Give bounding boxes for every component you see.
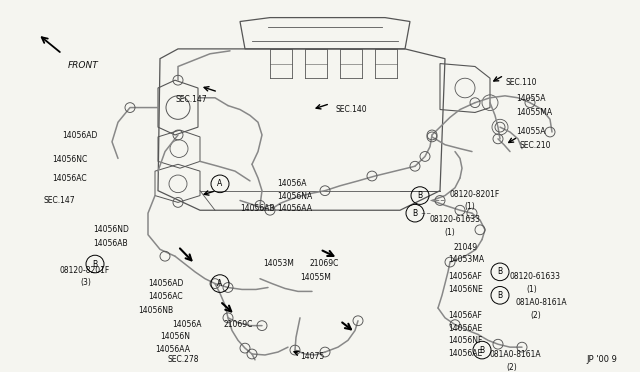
Text: 14075: 14075 <box>300 352 324 361</box>
Text: 14056A: 14056A <box>277 179 307 188</box>
Text: 14055MA: 14055MA <box>516 108 552 116</box>
Text: 21049: 21049 <box>454 243 478 251</box>
Text: 14056AA: 14056AA <box>277 204 312 214</box>
Text: 081A0-8161A: 081A0-8161A <box>490 350 541 359</box>
Text: B: B <box>497 291 502 300</box>
Text: 14056AA: 14056AA <box>155 345 190 354</box>
Text: 14056NE: 14056NE <box>448 285 483 294</box>
Text: B: B <box>417 191 422 200</box>
Text: SEC.140: SEC.140 <box>335 105 367 113</box>
Text: 08120-8201F: 08120-8201F <box>450 190 500 199</box>
Text: SEC.147: SEC.147 <box>44 196 76 205</box>
Text: 14056NB: 14056NB <box>138 306 173 315</box>
Text: B: B <box>92 260 97 269</box>
Text: 14053MA: 14053MA <box>448 255 484 264</box>
Text: 14055A: 14055A <box>516 94 545 103</box>
Text: FRONT: FRONT <box>68 61 99 70</box>
Text: 14056A: 14056A <box>172 320 202 329</box>
Text: SEC.278: SEC.278 <box>168 355 200 364</box>
Text: 14056NF: 14056NF <box>448 336 483 345</box>
Text: (1): (1) <box>526 285 537 294</box>
Text: 08120-8201F: 08120-8201F <box>60 266 110 275</box>
Text: 14055A: 14055A <box>516 127 545 136</box>
Text: 14056NA: 14056NA <box>277 192 312 201</box>
Text: 14056AB: 14056AB <box>93 238 127 248</box>
Text: B: B <box>497 267 502 276</box>
Text: 21069C: 21069C <box>224 320 253 329</box>
Text: 14056AD: 14056AD <box>148 279 184 288</box>
Text: JP '00 9: JP '00 9 <box>586 355 617 364</box>
Text: (3): (3) <box>80 278 91 287</box>
Text: 14056AF: 14056AF <box>448 311 482 320</box>
Text: 14056AF: 14056AF <box>448 272 482 281</box>
Text: 08120-61633: 08120-61633 <box>430 215 481 224</box>
Text: (1): (1) <box>444 228 455 237</box>
Text: 14056N: 14056N <box>160 333 190 341</box>
Text: B: B <box>479 346 484 355</box>
Text: 14056NC: 14056NC <box>52 154 87 164</box>
Text: 14053M: 14053M <box>263 259 294 268</box>
Text: 14056AD: 14056AD <box>62 131 97 140</box>
Text: (2): (2) <box>530 311 541 320</box>
Text: 08120-61633: 08120-61633 <box>510 272 561 281</box>
Text: 14055M: 14055M <box>300 273 331 282</box>
Text: 14056AE: 14056AE <box>448 324 483 333</box>
Text: B: B <box>412 209 417 218</box>
Text: 21069C: 21069C <box>310 259 339 268</box>
Text: 14056AC: 14056AC <box>148 292 182 301</box>
Text: A: A <box>218 279 223 288</box>
Text: 14056AB: 14056AB <box>240 204 275 214</box>
Text: 14056ND: 14056ND <box>93 225 129 234</box>
Text: SEC.110: SEC.110 <box>506 78 538 87</box>
Text: (1): (1) <box>464 202 475 211</box>
Text: 14056AE: 14056AE <box>448 349 483 358</box>
Text: SEC.210: SEC.210 <box>520 141 552 150</box>
Text: 14056AC: 14056AC <box>52 174 86 183</box>
Text: 081A0-8161A: 081A0-8161A <box>515 298 566 307</box>
Text: SEC.147: SEC.147 <box>175 95 207 104</box>
Text: A: A <box>218 179 223 188</box>
Text: (2): (2) <box>506 363 516 372</box>
